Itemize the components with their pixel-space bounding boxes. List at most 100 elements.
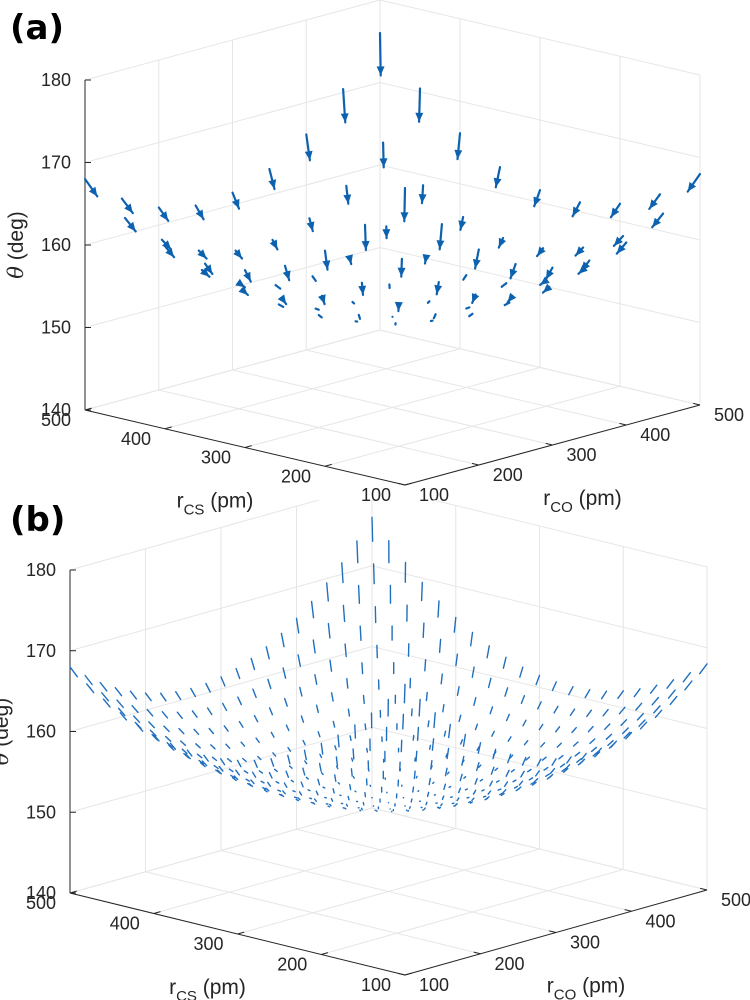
- arrowhead: [269, 239, 278, 250]
- vector-arrow: [344, 643, 347, 658]
- vector-arrow: [253, 759, 258, 768]
- vector-arrow: [458, 787, 462, 794]
- vector-arrow: [522, 719, 527, 727]
- vector-arrow: [699, 663, 708, 675]
- z-axis-label: θ (deg): [0, 698, 13, 766]
- x-axis-label: rCS (pm): [177, 490, 254, 516]
- vector-arrow: [440, 673, 443, 685]
- vector-arrow: [196, 753, 203, 759]
- vector-arrow: [163, 725, 170, 733]
- y-tick-label: 500: [714, 405, 744, 425]
- vector-arrow: [415, 775, 418, 779]
- vector-arrow: [425, 691, 428, 702]
- vector-arrow: [253, 714, 259, 723]
- vector-arrow: [114, 686, 123, 697]
- vector-arrow: [413, 770, 416, 780]
- vector-arrow: [195, 743, 201, 749]
- arrowhead: [434, 284, 443, 295]
- vector-arrow: [351, 757, 354, 762]
- z-tick-label: 180: [41, 70, 71, 90]
- vector-arrow: [572, 741, 579, 747]
- axes: [69, 570, 708, 976]
- vector-arrow: [555, 726, 561, 733]
- vector-arrow: [251, 771, 257, 778]
- vector-arrow: [464, 788, 468, 791]
- vector-arrow: [438, 638, 442, 654]
- vector-arrow: [287, 754, 291, 765]
- vector-arrow: [492, 751, 497, 756]
- vector-arrow: [179, 740, 187, 747]
- vector-arrow: [438, 806, 442, 810]
- vector-arrow: [84, 674, 93, 686]
- y-tick-label: 100: [419, 485, 449, 505]
- vector-arrow: [571, 726, 577, 734]
- vector-arrow: [257, 755, 262, 761]
- vector-arrow: [466, 796, 470, 799]
- arrowhead: [197, 249, 207, 259]
- vector-arrow: [270, 731, 275, 738]
- vector-arrow: [282, 790, 286, 795]
- vector-arrow: [594, 751, 601, 758]
- x-tick: [237, 931, 245, 935]
- arrowhead: [200, 267, 210, 277]
- vector-arrow: [221, 702, 228, 712]
- vector-arrow: [320, 742, 324, 755]
- z-tick-label: 180: [26, 560, 56, 580]
- vector-arrow: [458, 714, 462, 723]
- vector-arrow: [69, 666, 79, 678]
- vector-arrow: [272, 752, 277, 757]
- floor-gridline: [296, 828, 632, 912]
- vector-arrow: [334, 745, 337, 751]
- z-tick-label: 160: [41, 235, 71, 255]
- vector-arrow: [453, 804, 457, 807]
- vector-arrow: [346, 677, 349, 689]
- vector-arrow: [354, 724, 357, 739]
- vector-arrow: [623, 731, 631, 739]
- y-tick-label: 200: [495, 954, 525, 974]
- y-tick: [398, 972, 406, 976]
- x-axis-label: rCS (pm): [169, 976, 246, 1000]
- vector-arrow: [512, 779, 517, 783]
- vector-arrow: [490, 766, 495, 775]
- vector-arrow: [474, 777, 478, 785]
- vector-arrow: [176, 711, 183, 720]
- vector-arrow: [341, 562, 344, 584]
- vector-arrow: [587, 725, 594, 733]
- y-tick: [398, 482, 406, 486]
- arrowhead: [306, 221, 315, 232]
- wall-gridline: [379, 329, 701, 406]
- z-tick-label: 140: [26, 883, 56, 903]
- y-axis-label: rCO (pm): [543, 487, 622, 515]
- vector-arrow: [667, 689, 676, 699]
- arrowhead: [235, 278, 245, 288]
- vector-arrow: [314, 307, 320, 311]
- vector-arrow: [558, 754, 564, 760]
- vector-arrow: [260, 780, 265, 784]
- vector-arrow: [625, 731, 633, 740]
- vector-arrow: [329, 803, 332, 807]
- vector-arrow: [412, 786, 415, 793]
- vector-arrow: [307, 789, 311, 792]
- vector-arrow: [361, 662, 364, 675]
- y-tick: [549, 930, 557, 933]
- vector-arrow: [535, 770, 540, 777]
- arrowhead: [652, 217, 661, 228]
- vector-arrow: [267, 781, 272, 787]
- vector-arrow: [144, 692, 152, 702]
- vector-arrow: [580, 752, 587, 760]
- vector-arrow: [317, 778, 321, 786]
- x-tick: [153, 911, 161, 914]
- vector-arrow: [635, 702, 643, 711]
- vector-arrow: [484, 797, 489, 801]
- wall-gridline: [371, 565, 708, 649]
- vector-arrow: [636, 712, 644, 721]
- vector-arrow: [422, 622, 425, 639]
- x-tick-label: 300: [193, 934, 223, 954]
- vector-arrow: [462, 274, 468, 281]
- wall-gridline: [379, 164, 701, 241]
- vector-arrow: [236, 759, 242, 768]
- vector-arrow: [509, 754, 514, 759]
- vector-arrow: [500, 792, 505, 797]
- arrowhead: [397, 267, 406, 277]
- vector-arrow: [549, 768, 556, 775]
